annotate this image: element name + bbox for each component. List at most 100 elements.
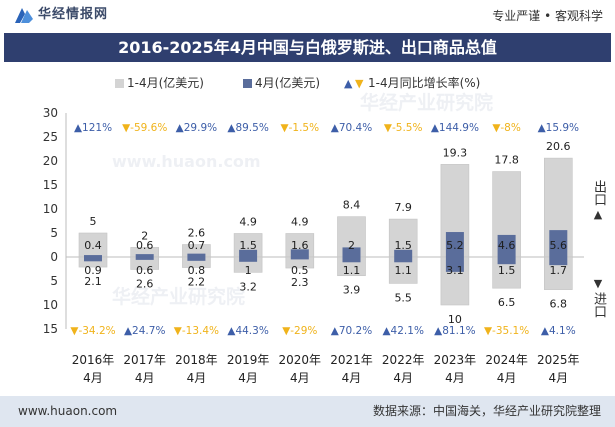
y-tick-label: 30 bbox=[43, 106, 58, 120]
growth-value: -1.5 bbox=[289, 122, 310, 134]
export-growth-label: ▲121% bbox=[74, 122, 112, 134]
import-month-bar bbox=[290, 257, 309, 260]
chart-title: 2016-2025年4月中国与白俄罗斯进、出口商品总值 bbox=[118, 38, 497, 57]
import-growth-label: ▼-34.2% bbox=[70, 325, 115, 337]
x-tick-label-month: 4月 bbox=[548, 371, 568, 385]
import-total-bar bbox=[388, 256, 418, 284]
header: 华经情报网 专业严谨 • 客观科学 bbox=[0, 0, 615, 30]
import-total-label: 2.6 bbox=[136, 277, 154, 290]
export-month-bar bbox=[394, 249, 413, 257]
export-total-label: 5 bbox=[90, 215, 97, 228]
growth-value: -8 bbox=[500, 122, 510, 134]
export-month-bar bbox=[84, 255, 102, 257]
down-triangle-icon: ▼ bbox=[174, 325, 183, 337]
export-growth-label: ▼-1.5% bbox=[281, 122, 320, 134]
logo-icon bbox=[14, 6, 34, 24]
x-tick-label-year: 2022年 bbox=[382, 353, 425, 367]
import-growth-label: ▲24.7% bbox=[124, 325, 165, 337]
x-tick-label-month: 4月 bbox=[342, 371, 362, 385]
down-triangle-icon: ▼ bbox=[384, 122, 393, 134]
x-tick-label-year: 2017年 bbox=[123, 353, 166, 367]
growth-value: -13.4 bbox=[182, 325, 209, 337]
export-total-label: 7.9 bbox=[394, 201, 412, 214]
y-tick-label: 10 bbox=[43, 298, 58, 312]
x-tick-label-year: 2023年 bbox=[434, 353, 477, 367]
import-growth-label: ▲44.3% bbox=[227, 325, 268, 337]
x-tick-label-year: 2019年 bbox=[227, 353, 270, 367]
up-triangle-icon: ▲ bbox=[331, 122, 340, 134]
import-growth-label: ▲70.2% bbox=[331, 325, 372, 337]
import-total-label: 2.2 bbox=[188, 276, 206, 289]
legend-label-growth: 1-4月同比增长率(%) bbox=[368, 76, 481, 90]
watermark: 华经产业研究院 bbox=[360, 92, 494, 114]
import-month-bar bbox=[135, 257, 154, 260]
x-tick-label-month: 4月 bbox=[238, 371, 258, 385]
export-total-label: 2.6 bbox=[188, 227, 206, 240]
x-tick-label-year: 2024年 bbox=[485, 353, 528, 367]
legend-down-triangle-icon: ▼ bbox=[355, 77, 364, 90]
up-triangle-icon: ▲ bbox=[74, 122, 83, 134]
x-tick-label-month: 4月 bbox=[497, 371, 517, 385]
x-tick-label-year: 2018年 bbox=[175, 353, 218, 367]
down-triangle-icon: ▼ bbox=[281, 122, 290, 134]
import-total-label: 6.5 bbox=[498, 296, 516, 309]
export-total-label: 2 bbox=[141, 229, 148, 242]
growth-unit: % bbox=[106, 325, 116, 337]
growth-value: 44.3 bbox=[235, 325, 258, 337]
watermark: 华经产业研究院 bbox=[112, 286, 246, 308]
export-month-label: 1.5 bbox=[239, 239, 257, 252]
export-month-bar bbox=[239, 249, 258, 257]
export-total-label: 20.6 bbox=[546, 140, 571, 153]
growth-unit: % bbox=[412, 122, 422, 134]
growth-unit: % bbox=[414, 325, 424, 337]
import-month-bar bbox=[239, 257, 258, 262]
growth-unit: % bbox=[207, 122, 217, 134]
export-month-label: 0.4 bbox=[84, 239, 102, 252]
growth-unit: % bbox=[511, 122, 521, 134]
import-month-bar bbox=[342, 257, 361, 263]
growth-unit: % bbox=[566, 325, 576, 337]
import-month-label: 3.1 bbox=[446, 264, 464, 277]
legend: 1-4月(亿美元) 4月(亿美元) ▲ ▼ 1-4月同比增长率(%) bbox=[0, 74, 615, 92]
import-month-bar bbox=[84, 257, 102, 262]
import-total-label: 3.9 bbox=[343, 284, 361, 297]
y-tick-label: 10 bbox=[43, 202, 58, 216]
export-month-label: 1.6 bbox=[291, 239, 309, 252]
export-month-label: 5.6 bbox=[550, 239, 568, 252]
import-month-bar bbox=[549, 257, 568, 266]
growth-unit: % bbox=[519, 325, 529, 337]
growth-unit: % bbox=[569, 122, 579, 134]
growth-unit: % bbox=[102, 122, 112, 134]
watermark: www.huaon.com bbox=[112, 152, 261, 171]
data-source: 数据来源：中国海关，华经产业研究院整理 bbox=[372, 404, 601, 418]
export-month-bar bbox=[497, 234, 516, 257]
import-month-bar bbox=[394, 257, 413, 263]
import-growth-label: ▲81.1% bbox=[434, 325, 475, 337]
growth-value: -29 bbox=[290, 325, 307, 337]
import-total-label: 2.1 bbox=[84, 275, 102, 288]
import-growth-label: ▼-13.4% bbox=[174, 325, 219, 337]
down-triangle-icon: ▼ bbox=[282, 325, 291, 337]
import-growth-label: ▼-29% bbox=[282, 325, 317, 337]
up-triangle-icon: ▲ bbox=[431, 122, 440, 134]
up-triangle-icon: ▲ bbox=[538, 122, 547, 134]
slogan: 专业严谨 • 客观科学 bbox=[492, 9, 603, 23]
growth-value: 15.9 bbox=[546, 122, 569, 134]
export-month-bar bbox=[290, 249, 309, 257]
import-month-label: 1.7 bbox=[550, 264, 568, 277]
growth-value: 89.5 bbox=[235, 122, 258, 134]
export-growth-label: ▼-59.6% bbox=[122, 122, 167, 134]
export-total-bar bbox=[78, 232, 108, 258]
y-tick-label: 0 bbox=[50, 250, 58, 264]
x-tick-label-year: 2021年 bbox=[330, 353, 373, 367]
growth-unit: % bbox=[466, 325, 476, 337]
import-total-label: 6.8 bbox=[550, 298, 568, 311]
growth-unit: % bbox=[209, 325, 219, 337]
import-total-label: 10 bbox=[448, 313, 462, 326]
y-tick-label: 5 bbox=[50, 226, 58, 240]
growth-unit: % bbox=[259, 122, 269, 134]
up-triangle-icon: ▲ bbox=[382, 325, 391, 337]
logo-text: 华经情报网 bbox=[38, 7, 109, 22]
export-total-label: 8.4 bbox=[343, 199, 361, 212]
legend-label-total: 1-4月(亿美元) bbox=[127, 76, 204, 90]
